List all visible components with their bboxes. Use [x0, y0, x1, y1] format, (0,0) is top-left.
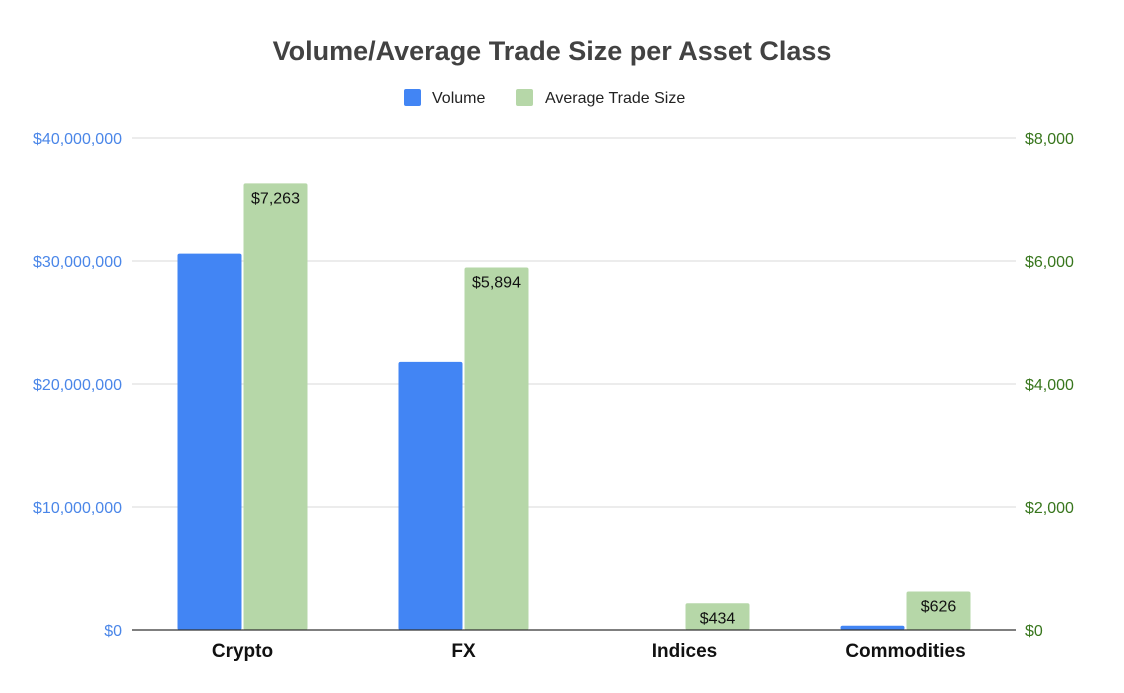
left-tick-label: $0 — [104, 623, 122, 640]
left-tick-label: $30,000,000 — [33, 254, 122, 271]
left-tick-label: $10,000,000 — [33, 500, 122, 517]
right-y-axis: $0 $2,000 $4,000 $6,000 $8,000 — [1025, 131, 1074, 640]
x-tick-label: Commodities — [845, 641, 965, 662]
data-label: $7,263 — [251, 190, 300, 207]
legend-label-1: Volume — [432, 90, 485, 107]
x-tick-label: FX — [451, 641, 476, 662]
bar-average-trade-size-crypto — [243, 183, 308, 630]
legend: Volume Average Trade Size — [404, 89, 685, 107]
data-label: $626 — [921, 599, 957, 616]
right-tick-label: $2,000 — [1025, 500, 1074, 517]
bar-average-trade-size-indices — [685, 603, 750, 630]
left-tick-label: $40,000,000 — [33, 131, 122, 148]
x-tick-label: Indices — [652, 641, 717, 662]
right-tick-label: $6,000 — [1025, 254, 1074, 271]
right-tick-label: $0 — [1025, 623, 1043, 640]
chart-title: Volume/Average Trade Size per Asset Clas… — [273, 36, 832, 66]
legend-label-2: Average Trade Size — [545, 90, 685, 107]
x-axis: Crypto FX Indices Commodities — [132, 629, 1016, 662]
bar-average-trade-size-fx — [464, 267, 529, 630]
bar-volume-crypto — [177, 253, 242, 630]
bar-volume-fx — [398, 361, 463, 630]
left-y-axis: $0 $10,000,000 $20,000,000 $30,000,000 $40,0… — [33, 131, 122, 640]
bar-volume-commodities — [840, 625, 905, 630]
data-labels: $7,263 $5,894 $434 $626 — [251, 190, 956, 627]
data-label: $434 — [700, 610, 736, 627]
bars — [177, 183, 971, 630]
legend-swatch-2 — [516, 89, 533, 106]
left-tick-label: $20,000,000 — [33, 377, 122, 394]
right-tick-label: $4,000 — [1025, 377, 1074, 394]
x-tick-label: Crypto — [212, 641, 273, 662]
data-label: $5,894 — [472, 275, 521, 292]
right-tick-label: $8,000 — [1025, 131, 1074, 148]
bar-average-trade-size-commodities — [906, 591, 971, 630]
legend-swatch-1 — [404, 89, 421, 106]
